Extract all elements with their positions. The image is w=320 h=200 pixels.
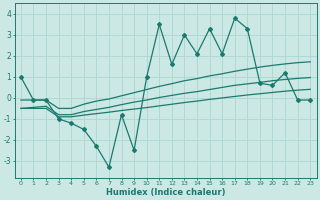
X-axis label: Humidex (Indice chaleur): Humidex (Indice chaleur) (106, 188, 225, 197)
